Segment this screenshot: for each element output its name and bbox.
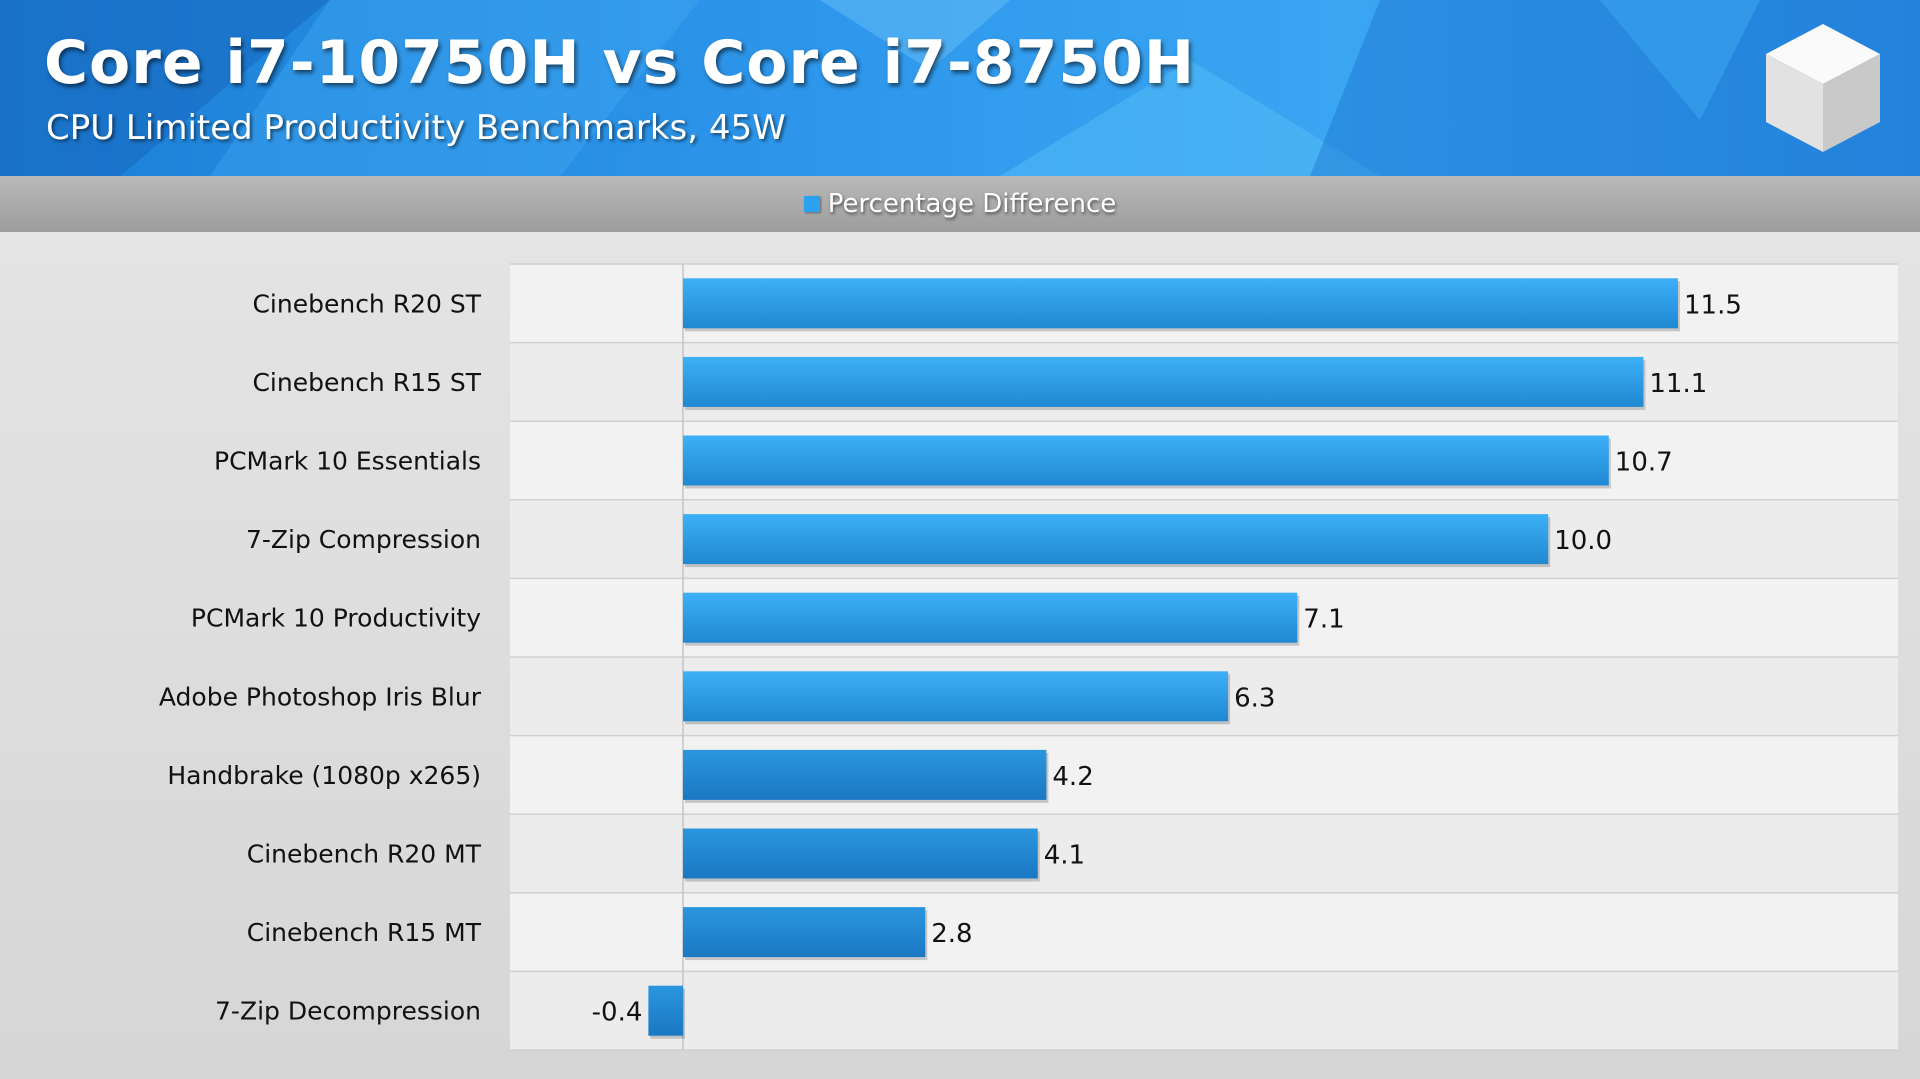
bar bbox=[683, 435, 1609, 486]
bar bbox=[683, 907, 926, 958]
data-label: 10.0 bbox=[1554, 526, 1612, 556]
header-background bbox=[0, 0, 1920, 176]
category-label: 7-Zip Compression bbox=[246, 525, 481, 554]
chart-header: Core i7-10750H vs Core i7-8750H CPU Limi… bbox=[0, 0, 1920, 176]
bar-chart: Cinebench R20 ST 11.5 Cinebench R15 ST 11.1… bbox=[159, 263, 1898, 1051]
legend-band: Percentage Difference bbox=[0, 176, 1920, 232]
data-label: 11.1 bbox=[1649, 369, 1707, 399]
bar bbox=[683, 278, 1678, 329]
data-label: 2.8 bbox=[931, 919, 972, 949]
data-label: 4.1 bbox=[1044, 841, 1085, 871]
data-label: 7.1 bbox=[1303, 605, 1344, 635]
category-label: PCMark 10 Essentials bbox=[214, 447, 481, 476]
legend-label: Percentage Difference bbox=[827, 189, 1117, 219]
row-band bbox=[510, 971, 1898, 1050]
bar bbox=[683, 514, 1549, 565]
legend-swatch bbox=[803, 196, 820, 212]
bar bbox=[683, 828, 1038, 879]
bar bbox=[683, 671, 1229, 722]
data-label: 6.3 bbox=[1234, 683, 1275, 713]
category-label: Cinebench R20 MT bbox=[247, 840, 482, 869]
bar bbox=[683, 749, 1047, 800]
chart-title: Core i7-10750H vs Core i7-8750H bbox=[44, 28, 1196, 98]
category-label: Cinebench R15 ST bbox=[252, 368, 481, 397]
bar bbox=[648, 985, 683, 1036]
category-label: Cinebench R15 MT bbox=[247, 918, 482, 947]
bar bbox=[683, 592, 1298, 643]
data-label: 10.7 bbox=[1615, 448, 1673, 478]
chart-legend: Percentage Difference bbox=[0, 176, 1920, 232]
category-label: Adobe Photoshop Iris Blur bbox=[159, 682, 482, 711]
category-label: Cinebench R20 ST bbox=[252, 289, 481, 318]
data-label: 11.5 bbox=[1684, 290, 1742, 320]
data-label: 4.2 bbox=[1052, 762, 1093, 792]
chart-subtitle: CPU Limited Productivity Benchmarks, 45W bbox=[46, 108, 786, 148]
category-label: PCMark 10 Productivity bbox=[191, 604, 481, 633]
cube-logo-icon bbox=[1766, 24, 1880, 152]
data-label: -0.4 bbox=[592, 998, 643, 1028]
chart-area: Cinebench R20 ST 11.5 Cinebench R15 ST 11.1… bbox=[0, 232, 1920, 1079]
bar bbox=[683, 356, 1644, 407]
category-label: 7-Zip Decompression bbox=[215, 997, 481, 1026]
category-label: Handbrake (1080p x265) bbox=[167, 761, 481, 790]
